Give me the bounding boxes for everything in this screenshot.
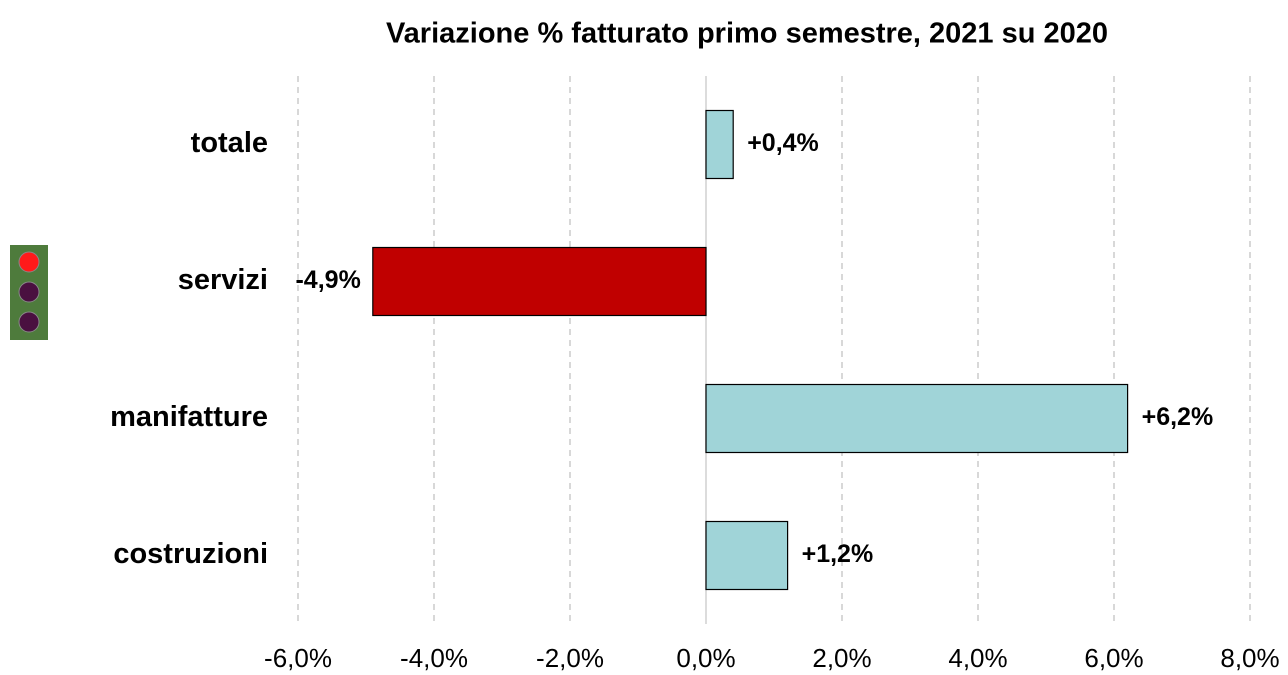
- y-tick-label: servizi: [178, 264, 268, 296]
- light-yellow: [18, 281, 40, 303]
- x-tick-label: -6,0%: [264, 643, 332, 673]
- light-green: [18, 311, 40, 333]
- x-tick-label: -2,0%: [536, 643, 604, 673]
- bar: [705, 383, 1129, 454]
- value-label: -4,9%: [295, 266, 360, 294]
- y-tick-label: manifatture: [110, 401, 268, 433]
- value-label: +1,2%: [802, 540, 874, 568]
- y-tick-label: costruzioni: [113, 538, 268, 570]
- value-label: +0,4%: [747, 129, 819, 157]
- value-label: +6,2%: [1142, 403, 1214, 431]
- bar: [705, 109, 734, 180]
- light-red: [18, 251, 40, 273]
- bar: [372, 246, 707, 317]
- bar: [705, 520, 789, 591]
- x-tick-label: 4,0%: [948, 643, 1007, 673]
- x-tick-label: 0,0%: [676, 643, 735, 673]
- x-tick-label: 8,0%: [1220, 643, 1279, 673]
- chart-title: Variazione % fatturato primo semestre, 2…: [386, 18, 1108, 50]
- x-tick-label: 2,0%: [812, 643, 871, 673]
- traffic-light: [10, 245, 48, 340]
- x-tick-label: -4,0%: [400, 643, 468, 673]
- x-tick-label: 6,0%: [1084, 643, 1143, 673]
- y-tick-label: totale: [191, 127, 268, 159]
